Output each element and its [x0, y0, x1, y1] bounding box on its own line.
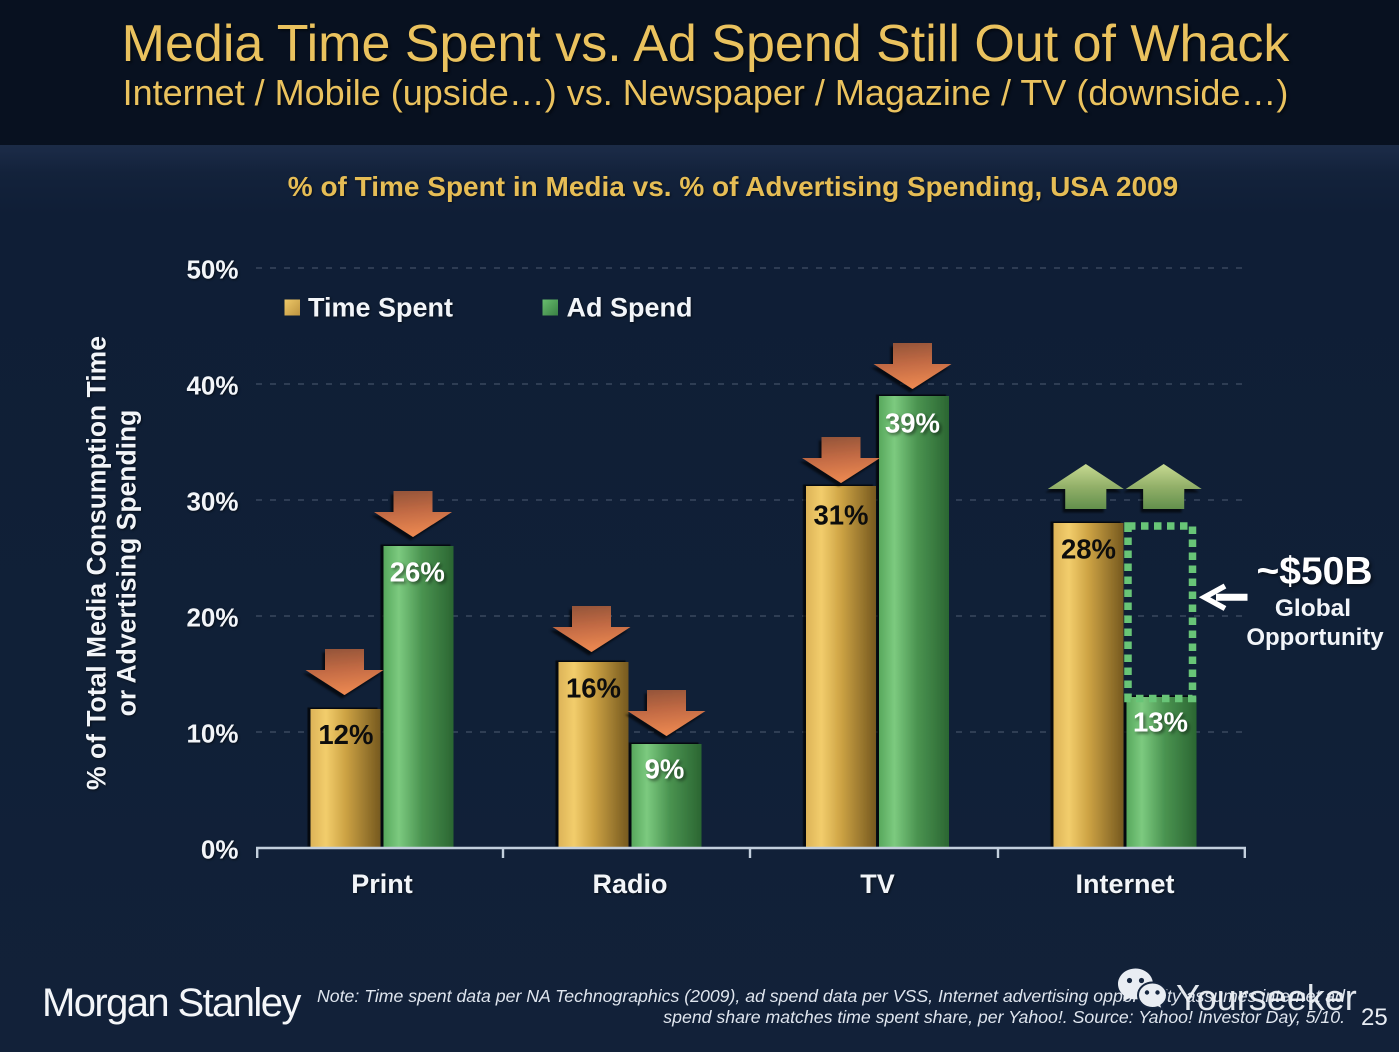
svg-text:Print: Print	[351, 869, 413, 899]
svg-text:Radio: Radio	[592, 869, 667, 899]
svg-text:10%: 10%	[186, 719, 238, 749]
svg-text:50%: 50%	[186, 255, 238, 285]
svg-text:Time Spent: Time Spent	[308, 293, 453, 323]
svg-text:40%: 40%	[186, 371, 238, 401]
svg-text:13%: 13%	[1133, 707, 1188, 738]
svg-text:Ad Spend: Ad Spend	[567, 293, 693, 323]
svg-text:0%: 0%	[201, 835, 239, 865]
svg-text:31%: 31%	[813, 500, 868, 531]
svg-text:% of Total Media Consumption T: % of Total Media Consumption Time	[82, 336, 112, 790]
svg-text:Internet: Internet	[1075, 869, 1174, 899]
svg-text:or Advertising Spending: or Advertising Spending	[112, 410, 142, 717]
svg-text:30%: 30%	[186, 487, 238, 517]
svg-text:Opportunity: Opportunity	[1246, 624, 1384, 651]
svg-text:26%: 26%	[390, 557, 445, 588]
svg-text:~$50B: ~$50B	[1256, 550, 1372, 593]
svg-text:12%: 12%	[318, 719, 373, 750]
svg-text:16%: 16%	[566, 673, 621, 704]
svg-text:9%: 9%	[645, 754, 685, 785]
svg-text:Global: Global	[1275, 595, 1351, 622]
svg-text:39%: 39%	[885, 408, 940, 439]
svg-text:20%: 20%	[186, 603, 238, 633]
svg-text:TV: TV	[860, 869, 895, 899]
svg-text:28%: 28%	[1061, 534, 1116, 565]
svg-text:% of Time Spent in Media vs. %: % of Time Spent in Media vs. % of Advert…	[288, 171, 1178, 202]
